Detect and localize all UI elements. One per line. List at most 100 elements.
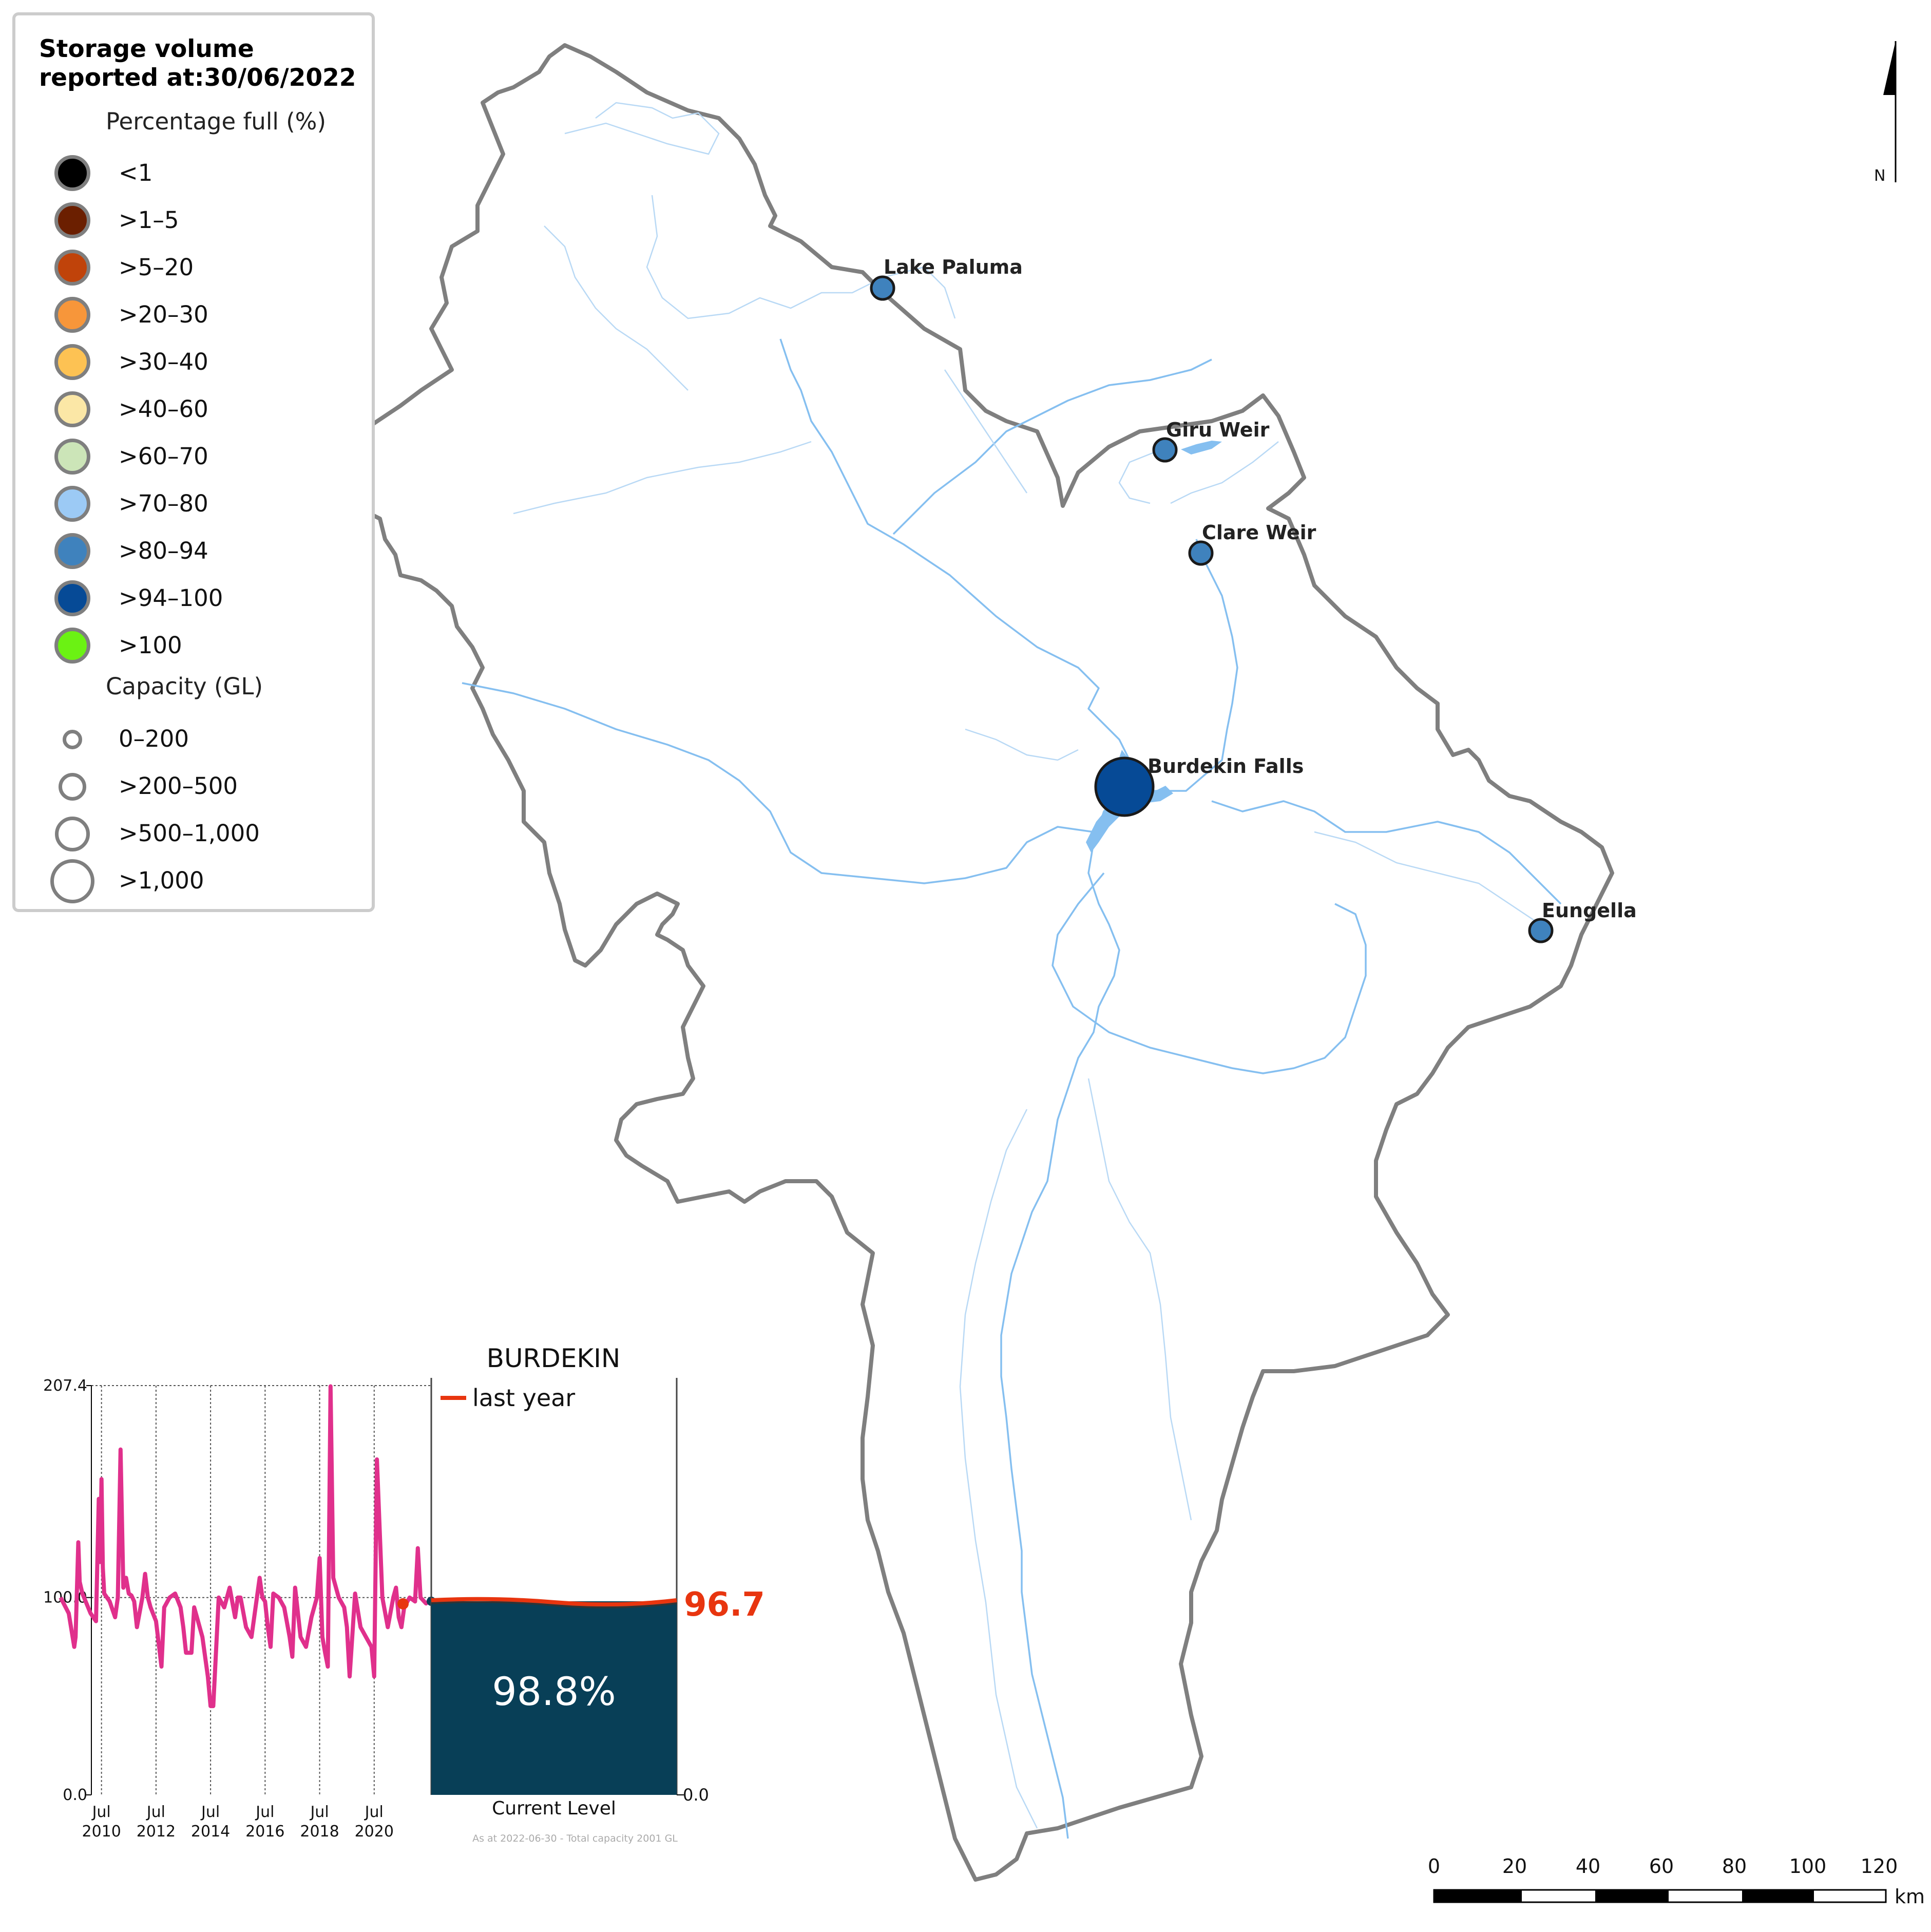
timeseries-x-tick-year: 2014: [191, 1823, 230, 1841]
legend-item-label: >20–30: [119, 301, 208, 328]
legend-swatch-circle-icon: [54, 344, 90, 380]
percentage-heading: Percentage full (%): [106, 108, 326, 135]
legend-item-label: >40–60: [119, 395, 208, 423]
legend-item-percent: >5–20: [39, 248, 368, 289]
timeseries-x-tick-month: Jul: [364, 1803, 384, 1821]
scale-tick-label: 0: [1428, 1855, 1440, 1878]
last-year-value: 96.7: [684, 1586, 765, 1624]
timeseries-x-tick-month: Jul: [255, 1803, 274, 1821]
legend-item-percent: >70–80: [39, 484, 368, 525]
timeseries-x-tick-month: Jul: [309, 1803, 329, 1821]
scale-tick-label: 120: [1861, 1855, 1898, 1878]
scale-unit-label: km: [1895, 1885, 1925, 1908]
timeseries-x-tick-year: 2016: [245, 1823, 284, 1841]
timeseries-x-tick-year: 2018: [300, 1823, 339, 1841]
current-level-wave-edge: [431, 1601, 677, 1608]
legend-swatch-circle-icon: [54, 580, 90, 616]
legend-item-label: 0–200: [119, 725, 189, 752]
timeseries-y-tick-label: 0.0: [63, 1786, 87, 1804]
timeseries-line: [59, 1384, 430, 1709]
legend-item-capacity: >1,000: [39, 859, 368, 903]
current-level-fill: [431, 1601, 677, 1795]
legend-item-percent: >1–5: [39, 200, 368, 241]
scale-tick-label: 20: [1502, 1855, 1527, 1878]
timeseries-x-tick-year: 2020: [355, 1823, 394, 1841]
timeseries-y-tick-label: 207.4: [43, 1377, 87, 1395]
storage-label-lake-paluma: Lake Paluma: [884, 256, 1023, 278]
legend-item-label: >60–70: [119, 443, 208, 470]
timeseries-x-tick-year: 2010: [82, 1823, 121, 1841]
storage-marker-clare-weir[interactable]: [1188, 540, 1214, 566]
legend-item-label: >70–80: [119, 490, 208, 517]
legend-title: Storage volume reported at:30/06/2022: [39, 35, 356, 92]
timeseries-x-tick-year: 2012: [137, 1823, 176, 1841]
capacity-heading: Capacity (GL): [106, 673, 263, 700]
scale-tick-label: 80: [1722, 1855, 1747, 1878]
legend-swatch-circle-icon: [54, 439, 90, 475]
current-percent-label: 98.8%: [492, 1669, 616, 1714]
storage-label-giru-weir: Giru Weir: [1166, 419, 1270, 441]
current-level-label: Current Level: [492, 1798, 616, 1819]
legend-item-capacity: >200–500: [39, 766, 368, 807]
legend-swatch-circle-icon: [54, 202, 90, 238]
legend-item-percent: >94–100: [39, 578, 368, 619]
last-year-legend-label: last year: [472, 1384, 575, 1412]
legend-item-percent: >80–94: [39, 531, 368, 572]
legend-size-circle-icon: [63, 730, 82, 749]
legend-size-circle-icon: [59, 773, 86, 801]
minor-river-network: [513, 102, 1541, 1829]
storage-marker-eungella[interactable]: [1528, 918, 1554, 943]
legend-item-percent: >20–30: [39, 295, 368, 336]
storage-markers: [870, 275, 1554, 943]
legend-item-percent: >60–70: [39, 437, 368, 478]
legend-size-circle-icon: [50, 859, 94, 903]
legend-item-label: >100: [119, 632, 182, 659]
legend-swatch-circle-icon: [54, 391, 90, 427]
scale-tick-label: 40: [1576, 1855, 1600, 1878]
river-network: [462, 338, 1562, 1839]
giru-weir-lake: [1181, 441, 1222, 454]
inset-title: BURDEKIN: [487, 1343, 621, 1373]
scale-bar-segment: [1595, 1890, 1669, 1902]
legend-size-circle-icon: [55, 817, 90, 851]
storage-marker-giru-weir[interactable]: [1152, 437, 1178, 463]
legend-item-label: >80–94: [119, 537, 208, 564]
scale-tick-label: 100: [1789, 1855, 1827, 1878]
legend-item-label: <1: [119, 159, 153, 186]
legend-item-capacity: >500–1,000: [39, 813, 368, 855]
right-axis-zero-label: 0.0: [683, 1785, 709, 1805]
current-level-wave: [431, 1597, 677, 1607]
storage-label-eungella: Eungella: [1542, 899, 1637, 922]
scale-bar: 0 20 40 60 80 100 120 km: [1428, 1855, 1925, 1908]
legend-item-label: >500–1,000: [119, 820, 260, 847]
storage-marker-lake-paluma[interactable]: [870, 275, 895, 301]
map-legend: Storage volume reported at:30/06/2022 Pe…: [12, 12, 375, 912]
legend-swatch-circle-icon: [54, 533, 90, 569]
north-arrow-head-icon: [1883, 41, 1896, 95]
north-label: N: [1874, 167, 1885, 185]
legend-title-line2: reported at:30/06/2022: [39, 64, 356, 92]
legend-item-label: >200–500: [119, 772, 238, 800]
legend-title-line1: Storage volume: [39, 35, 254, 63]
legend-swatch-circle-icon: [54, 628, 90, 664]
legend-item-label: >30–40: [119, 348, 208, 375]
legend-item-percent: <1: [39, 153, 368, 194]
legend-swatch-circle-icon: [54, 486, 90, 522]
north-arrow: N: [1874, 41, 1897, 185]
storage-label-clare-weir: Clare Weir: [1202, 521, 1316, 544]
legend-swatch-circle-icon: [54, 155, 90, 191]
legend-item-capacity: 0–200: [39, 719, 368, 760]
last-year-marker: [397, 1598, 409, 1609]
scale-bar-segment: [1742, 1890, 1814, 1902]
storage-marker-burdekin-falls[interactable]: [1094, 756, 1155, 817]
storage-label-burdekin-falls: Burdekin Falls: [1148, 755, 1304, 778]
legend-item-percent: >100: [39, 626, 368, 667]
legend-item-label: >1–5: [119, 206, 179, 234]
scale-tick-label: 60: [1649, 1855, 1674, 1878]
legend-item-percent: >40–60: [39, 389, 368, 430]
legend-swatch-circle-icon: [54, 297, 90, 333]
scale-bar-segment: [1434, 1890, 1522, 1902]
timeseries-x-tick-month: Jul: [146, 1803, 165, 1821]
